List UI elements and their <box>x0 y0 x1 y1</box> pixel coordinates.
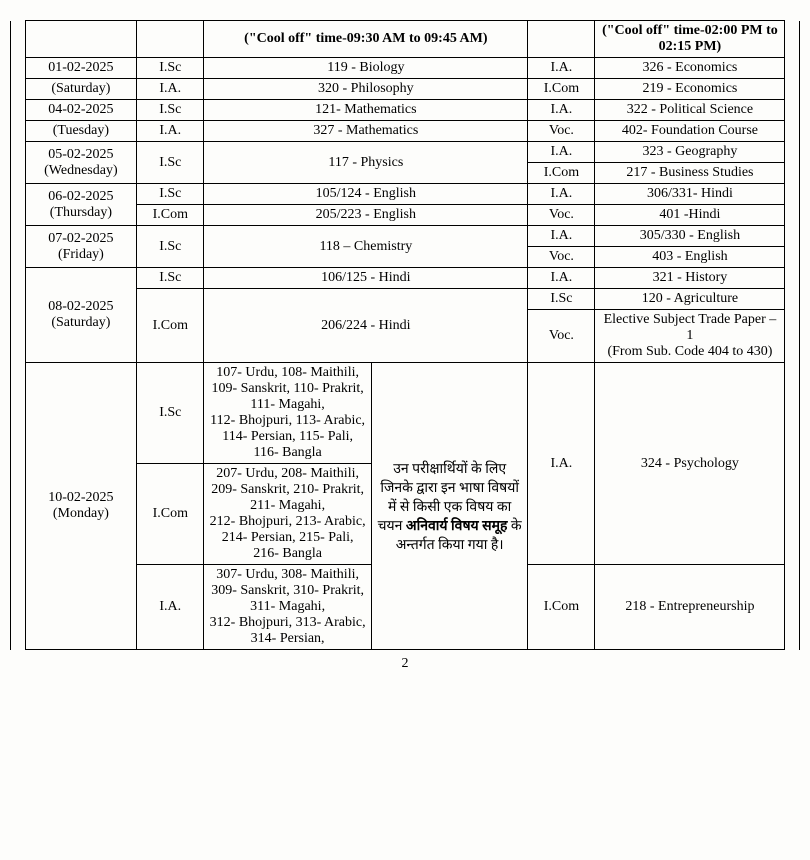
date-day-cell: 10-02-2025 (Monday) <box>25 363 137 650</box>
subject-cell: 323 - Geography <box>595 142 785 163</box>
stream-cell: I.Com <box>137 205 204 226</box>
subject-cell: 402- Foundation Course <box>595 121 785 142</box>
subject-cell: 105/124 - English <box>204 184 528 205</box>
subject-cell: 218 - Entrepreneurship <box>595 565 785 650</box>
stream-cell: I.Sc <box>137 226 204 268</box>
stream-cell: I.A. <box>528 184 595 205</box>
stream-cell: I.Sc <box>137 142 204 184</box>
date-text: 07-02-2025 <box>48 231 113 246</box>
stream-cell: I.Com <box>528 79 595 100</box>
day-cell: (Saturday) <box>25 79 137 100</box>
day-text: (Wednesday) <box>44 163 118 178</box>
date-text: 05-02-2025 <box>48 147 113 162</box>
stream-cell: Voc. <box>528 205 595 226</box>
stream-cell: I.A. <box>528 100 595 121</box>
date-text: 06-02-2025 <box>48 189 113 204</box>
stream-cell: I.Sc <box>137 184 204 205</box>
subject-cell: 403 - English <box>595 247 785 268</box>
date-text: 08-02-2025 <box>48 299 113 314</box>
stream-cell: I.A. <box>528 268 595 289</box>
subject-cell: 320 - Philosophy <box>204 79 528 100</box>
exam-schedule-page: ("Cool off" time-09:30 AM to 09:45 AM) (… <box>10 20 800 672</box>
subject-cell: 117 - Physics <box>204 142 528 184</box>
subject-cell: 307- Urdu, 308- Maithili, 309- Sanskrit,… <box>204 565 372 650</box>
stream-cell: I.Sc <box>137 363 204 464</box>
afternoon-header: ("Cool off" time-02:00 PM to 02:15 PM) <box>595 21 785 58</box>
stream-cell: I.A. <box>137 121 204 142</box>
subject-cell: 324 - Psychology <box>595 363 785 565</box>
stream-cell: Voc. <box>528 247 595 268</box>
date-day-cell: 08-02-2025 (Saturday) <box>25 268 137 363</box>
subject-cell: 321 - History <box>595 268 785 289</box>
day-text: (Thursday) <box>50 205 112 220</box>
stream-cell: I.A. <box>137 79 204 100</box>
subject-cell: 206/224 - Hindi <box>204 289 528 363</box>
subject-cell: 217 - Business Studies <box>595 163 785 184</box>
date-day-cell: 06-02-2025 (Thursday) <box>25 184 137 226</box>
stream-cell: I.A. <box>528 226 595 247</box>
date-day-cell: 05-02-2025 (Wednesday) <box>25 142 137 184</box>
stream-cell: I.Sc <box>528 289 595 310</box>
stream-cell: I.Sc <box>137 58 204 79</box>
subject-cell: 121- Mathematics <box>204 100 528 121</box>
stream-cell: I.Com <box>137 289 204 363</box>
stream-cell: Voc. <box>528 121 595 142</box>
stream-cell: Voc. <box>528 310 595 363</box>
subject-cell: 322 - Political Science <box>595 100 785 121</box>
stream-cell: I.A. <box>137 565 204 650</box>
schedule-table: ("Cool off" time-09:30 AM to 09:45 AM) (… <box>10 20 800 650</box>
stream-cell: I.Com <box>137 464 204 565</box>
subject-cell: 327 - Mathematics <box>204 121 528 142</box>
subject-cell: 207- Urdu, 208- Maithili, 209- Sanskrit,… <box>204 464 372 565</box>
stream-cell: I.A. <box>528 142 595 163</box>
date-text: 10-02-2025 <box>48 490 113 505</box>
subject-cell: 205/223 - English <box>204 205 528 226</box>
subject-cell: Elective Subject Trade Paper – 1 (From S… <box>595 310 785 363</box>
stream-cell: I.Sc <box>137 268 204 289</box>
date-cell: 01-02-2025 <box>25 58 137 79</box>
stream-cell: I.Sc <box>137 100 204 121</box>
stream-cell: I.A. <box>528 58 595 79</box>
subject-cell: 305/330 - English <box>595 226 785 247</box>
subject-cell: 326 - Economics <box>595 58 785 79</box>
day-text: (Saturday) <box>51 315 110 330</box>
page-number: 2 <box>10 656 800 672</box>
subject-cell: 119 - Biology <box>204 58 528 79</box>
stream-cell: I.Com <box>528 565 595 650</box>
subject-cell: 219 - Economics <box>595 79 785 100</box>
date-day-cell: 07-02-2025 (Friday) <box>25 226 137 268</box>
stream-cell: I.Com <box>528 163 595 184</box>
subject-cell: 401 -Hindi <box>595 205 785 226</box>
date-cell: 04-02-2025 <box>25 100 137 121</box>
morning-header: ("Cool off" time-09:30 AM to 09:45 AM) <box>204 21 528 58</box>
note-cell: उन परीक्षार्थियों के लिए जिनके द्वारा इन… <box>371 363 527 650</box>
day-text: (Monday) <box>53 506 109 521</box>
subject-cell: 120 - Agriculture <box>595 289 785 310</box>
subject-cell: 118 – Chemistry <box>204 226 528 268</box>
subject-cell: 107- Urdu, 108- Maithili, 109- Sanskrit,… <box>204 363 372 464</box>
stream-cell: I.A. <box>528 363 595 565</box>
day-text: (Friday) <box>58 247 104 262</box>
day-cell: (Tuesday) <box>25 121 137 142</box>
subject-cell: 106/125 - Hindi <box>204 268 528 289</box>
subject-cell: 306/331- Hindi <box>595 184 785 205</box>
